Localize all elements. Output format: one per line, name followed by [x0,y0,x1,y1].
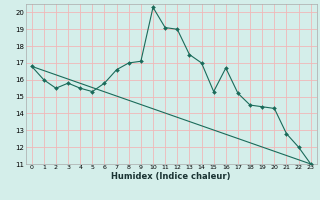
X-axis label: Humidex (Indice chaleur): Humidex (Indice chaleur) [111,172,231,181]
